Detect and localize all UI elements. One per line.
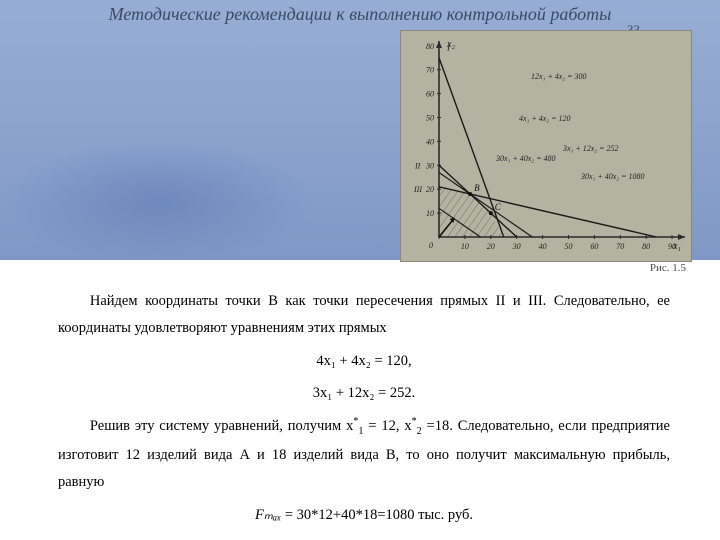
svg-text:80: 80 <box>642 242 650 251</box>
svg-text:10: 10 <box>426 209 434 218</box>
svg-text:80: 80 <box>426 42 434 51</box>
svg-text:40: 40 <box>539 242 547 251</box>
svg-text:30: 30 <box>512 242 521 251</box>
equation-2: 3x₁ + 12x₂ = 252. <box>58 380 670 407</box>
svg-text:60: 60 <box>590 242 598 251</box>
svg-text:50: 50 <box>564 242 572 251</box>
eq3-rhs: = 30*12+40*18=1080 тыс. руб. <box>281 507 473 523</box>
chart-svg: 10203040506070809010203040506070800IIIII… <box>401 31 691 261</box>
p1-text: Найдем координаты точки B как точки пере… <box>58 293 670 336</box>
svg-text:70: 70 <box>616 242 624 251</box>
equation-1: 4x₁ + 4x₂ = 120, <box>58 348 670 375</box>
svg-text:30x₁ + 40x₂ = 480: 30x₁ + 40x₂ = 480 <box>495 154 555 163</box>
p2a: Решив эту систему уравнений, получим x <box>90 418 353 434</box>
paragraph-1: Найдем координаты точки B как точки пере… <box>58 288 670 342</box>
svg-text:4x₁ + 4x₂ = 120: 4x₁ + 4x₂ = 120 <box>519 114 570 123</box>
svg-text:50: 50 <box>426 113 434 122</box>
svg-text:x₁: x₁ <box>672 241 681 252</box>
svg-text:60: 60 <box>426 90 434 99</box>
svg-text:0: 0 <box>429 241 433 250</box>
eq3-lhs: Fₘₐₓ <box>255 507 281 523</box>
svg-text:B: B <box>474 183 480 193</box>
equation-3: Fₘₐₓ = 30*12+40*18=1080 тыс. руб. <box>58 502 670 529</box>
svg-text:x₂: x₂ <box>446 39 455 50</box>
p2b: = 12, x <box>363 418 411 434</box>
svg-text:12x₁ + 4x₂ = 300: 12x₁ + 4x₂ = 300 <box>531 72 586 81</box>
svg-text:10: 10 <box>461 242 469 251</box>
figure-caption: Рис. 1.5 <box>650 262 686 274</box>
svg-text:II: II <box>414 161 421 170</box>
svg-text:70: 70 <box>426 66 434 75</box>
body-text: Найдем координаты точки B как точки пере… <box>58 288 670 534</box>
svg-text:20: 20 <box>487 242 495 251</box>
svg-text:30x₁ + 40x₂ = 1080: 30x₁ + 40x₂ = 1080 <box>580 172 644 181</box>
svg-text:20: 20 <box>426 185 434 194</box>
svg-text:30: 30 <box>425 161 434 170</box>
svg-text:40: 40 <box>426 137 434 146</box>
chart-figure: 10203040506070809010203040506070800IIIII… <box>400 30 692 262</box>
paragraph-2: Решив эту систему уравнений, получим x*1… <box>58 413 670 495</box>
page-title: Методические рекомендации к выполнению к… <box>0 4 720 25</box>
svg-text:3x₁ + 12x₂ = 252: 3x₁ + 12x₂ = 252 <box>562 144 618 153</box>
svg-text:III: III <box>413 185 422 194</box>
svg-text:C: C <box>495 202 502 212</box>
